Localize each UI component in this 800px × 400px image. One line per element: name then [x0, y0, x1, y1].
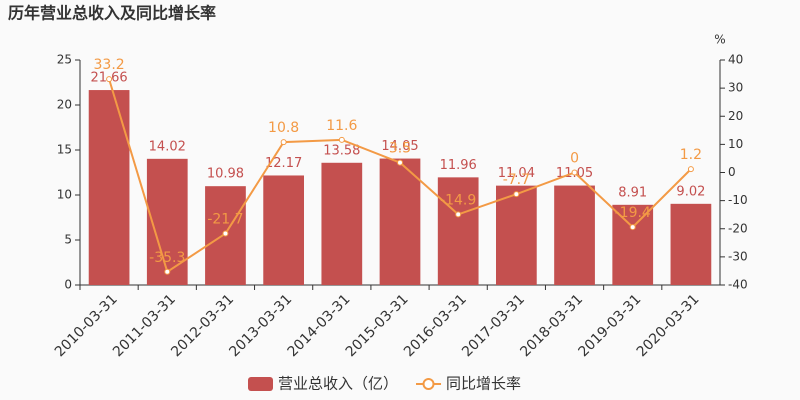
- bar-value-label: 12.17: [265, 156, 302, 171]
- y2-tick-label: -20: [728, 221, 748, 235]
- line-point: [280, 139, 287, 146]
- bar: [263, 175, 304, 285]
- y2-tick-label: 0: [728, 165, 736, 179]
- y-tick-label: 15: [57, 143, 72, 157]
- line-value-label: -21.7: [207, 212, 243, 228]
- line-point: [571, 169, 578, 176]
- y2-tick-label: 30: [728, 81, 743, 95]
- y2-tick-label: 10: [728, 137, 743, 151]
- bar: [437, 177, 479, 285]
- y2-tick-label: -30: [728, 249, 748, 263]
- bar-value-label: 9.02: [676, 184, 705, 199]
- y2-tick-label: 20: [728, 109, 743, 123]
- line-value-label: 33.2: [94, 57, 125, 73]
- bar: [554, 185, 595, 285]
- line-value-label: -19.4: [615, 205, 651, 221]
- line-point: [455, 211, 462, 218]
- y-tick-label: 10: [57, 188, 72, 202]
- bar: [88, 90, 130, 285]
- bar-value-label: 13.58: [323, 143, 360, 158]
- legend-label: 同比增长率: [446, 375, 521, 393]
- line-point: [164, 268, 171, 275]
- bar: [612, 204, 654, 285]
- line-point: [338, 136, 345, 143]
- legend-label: 营业总收入（亿）: [278, 375, 398, 393]
- bar: [321, 162, 363, 285]
- y-tick-label: 20: [57, 98, 72, 112]
- line-point: [222, 230, 229, 237]
- line-value-label: -14.9: [440, 192, 476, 208]
- bar: [670, 203, 712, 285]
- y2-tick-label: -10: [728, 193, 748, 207]
- bar-value-label: 11.04: [498, 166, 535, 181]
- bar: [496, 185, 537, 285]
- line-point: [397, 159, 403, 166]
- line-value-label: 0: [570, 151, 579, 167]
- legend-swatch: [422, 378, 435, 390]
- line-point: [106, 76, 113, 83]
- y-tick-label: 5: [64, 233, 72, 247]
- bar-value-label: 14.02: [149, 139, 186, 154]
- line-point: [687, 166, 694, 173]
- legend-swatch: [248, 377, 273, 391]
- y2-tick-label: 40: [728, 53, 743, 67]
- line-value-label: 3.5: [389, 141, 411, 157]
- bar-value-label: 10.98: [207, 167, 244, 182]
- bar-value-label: 11.96: [440, 158, 477, 173]
- y-tick-label: 25: [57, 53, 72, 67]
- y2-tick-label: -40: [728, 278, 748, 292]
- y2-axis-label: %: [714, 33, 725, 47]
- line-point: [513, 191, 520, 198]
- line-value-label: 11.6: [326, 118, 357, 134]
- line-value-label: -7.7: [503, 172, 530, 188]
- line-value-label: 1.2: [680, 147, 702, 163]
- y-tick-label: 0: [64, 278, 72, 292]
- line-value-label: 10.8: [268, 120, 299, 136]
- chart-title: 历年营业总收入及同比增长率: [8, 4, 216, 23]
- bar: [379, 158, 421, 285]
- bar-value-label: 8.91: [618, 185, 647, 200]
- line-value-label: -35.3: [149, 250, 185, 266]
- line-point: [629, 224, 636, 231]
- bar-value-label: 14.05: [381, 139, 418, 154]
